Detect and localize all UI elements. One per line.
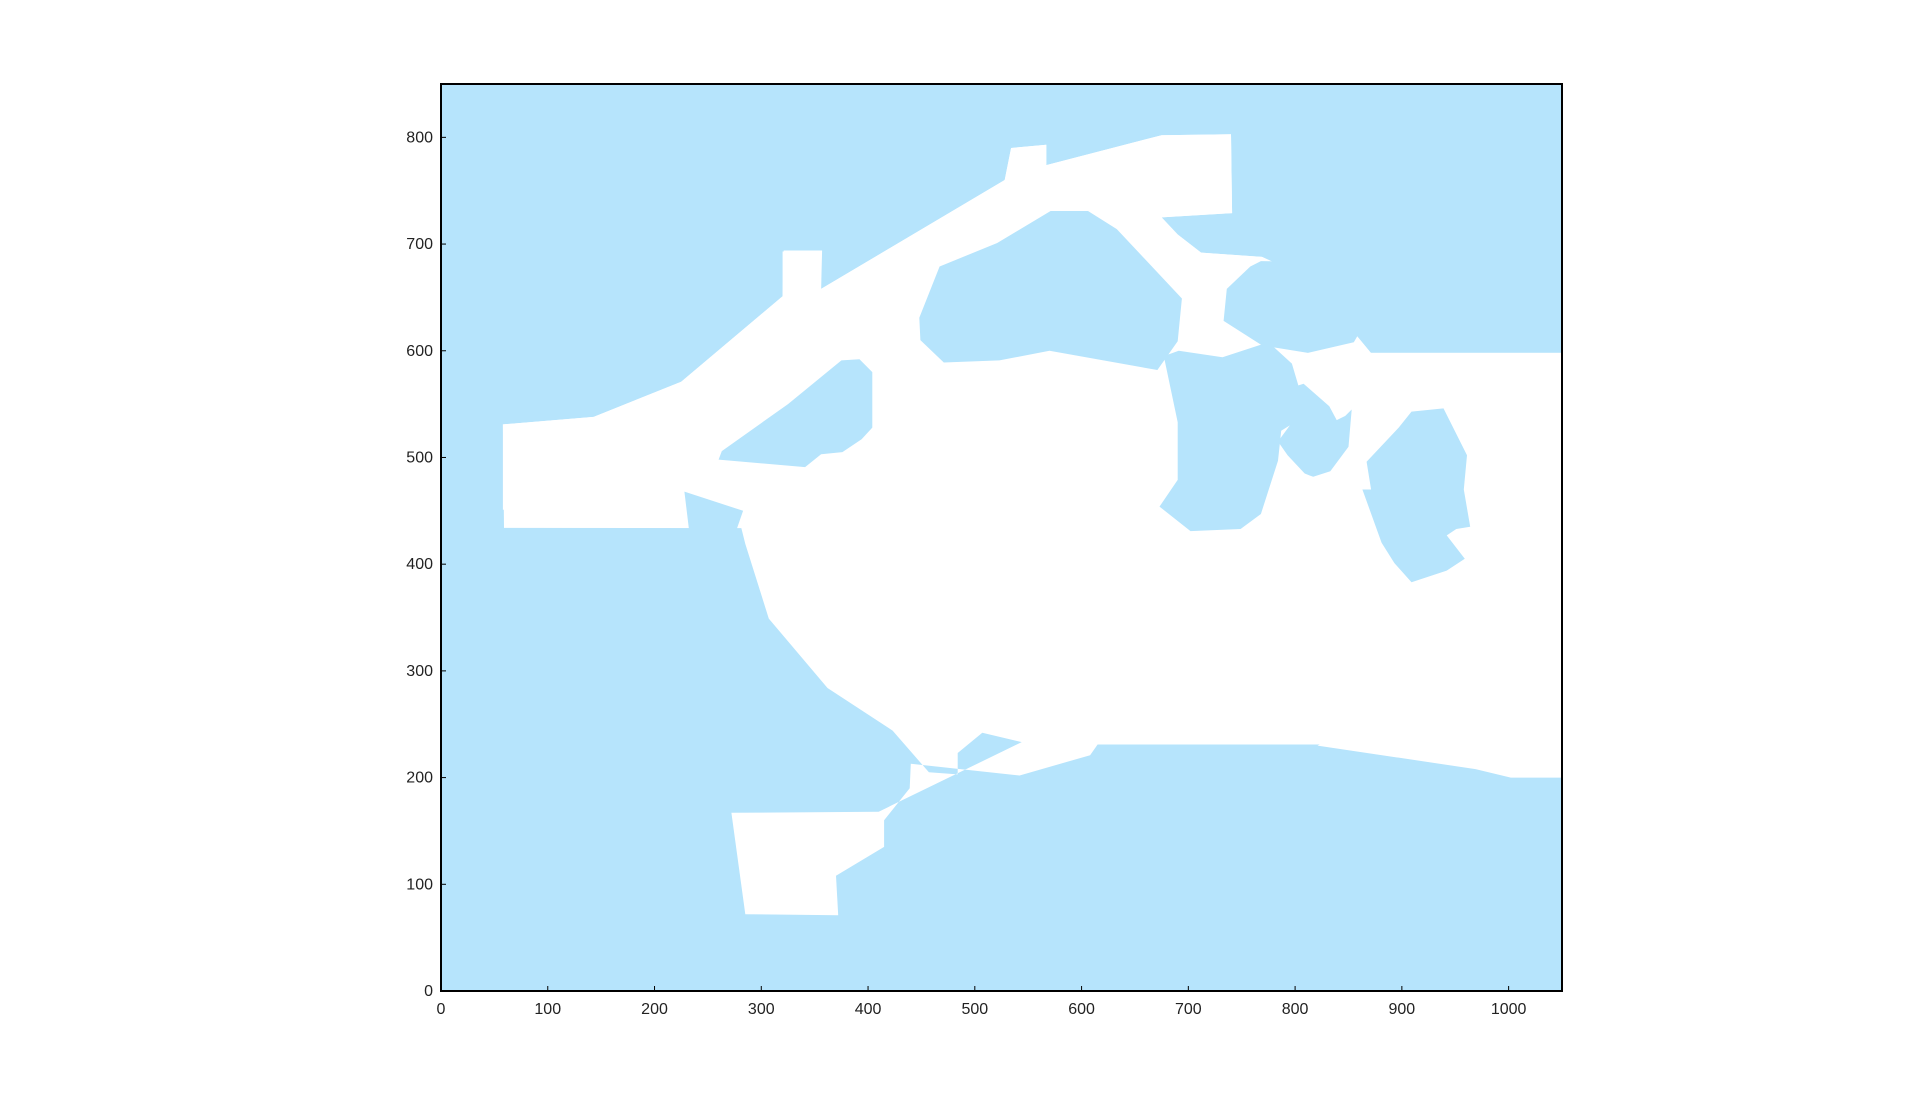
x-tick-label: 900 [1389, 1001, 1416, 1018]
map-region-1 [718, 359, 873, 468]
x-tick-label: 500 [961, 1001, 988, 1018]
x-tick-label: 700 [1175, 1001, 1202, 1018]
plot-frame [440, 83, 1563, 992]
map-region-8 [1362, 488, 1465, 583]
y-axis: 0 100 200 300 400 500 600 700 800 [406, 129, 446, 1000]
map-region-4 [1223, 261, 1366, 353]
map-region-6 [1278, 383, 1352, 477]
map-region-2 [684, 491, 756, 607]
x-tick-label: 400 [855, 1001, 882, 1018]
y-tick-label: 200 [406, 770, 433, 787]
map-region-5 [1159, 342, 1301, 532]
y-tick-label: 0 [424, 983, 433, 1000]
obstacle-layer [502, 134, 1603, 607]
x-tick-label: 600 [1068, 1001, 1095, 1018]
x-tick-label: 800 [1282, 1001, 1309, 1018]
y-tick-label: 800 [406, 129, 433, 146]
y-tick-label: 500 [406, 449, 433, 466]
x-tick-label: 1000 [1491, 1001, 1527, 1018]
y-tick-label: 700 [406, 236, 433, 253]
y-tick-label: 100 [406, 876, 433, 893]
x-axis: 0 100 200 300 400 500 600 700 800 900 1000 [437, 986, 1527, 1018]
map-region-3 [919, 211, 1182, 370]
x-tick-label: 100 [534, 1001, 561, 1018]
x-tick-label: 200 [641, 1001, 668, 1018]
x-tick-label: 0 [437, 1001, 446, 1018]
y-tick-label: 300 [406, 663, 433, 680]
y-tick-label: 600 [406, 343, 433, 360]
y-tick-label: 400 [406, 556, 433, 573]
x-tick-label: 300 [748, 1001, 775, 1018]
